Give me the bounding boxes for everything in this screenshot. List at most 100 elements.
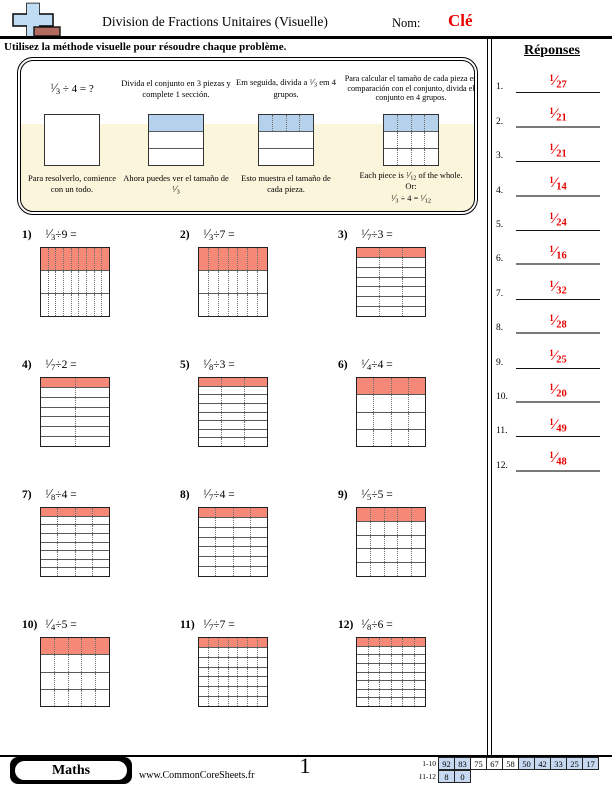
answer-number: 1. xyxy=(496,82,504,93)
example-panel-3: Em seguida, divida a 1⁄3 em 4 grupos. Es… xyxy=(234,65,338,207)
problem-expression: 1⁄3÷7 = xyxy=(203,226,235,242)
answer-number: 2. xyxy=(496,116,504,127)
score-row: 11-12 8 0 xyxy=(407,770,599,783)
name-label: Nom: xyxy=(392,16,421,30)
fraction-grid xyxy=(40,507,110,577)
fraction-grid xyxy=(356,377,426,447)
example-step-2: Divida el conjunto en 3 piezas y complet… xyxy=(121,78,231,99)
score-row-label: 1-10 xyxy=(422,759,436,768)
answer-blank: 1⁄14 xyxy=(516,174,600,197)
score-cell: 92 xyxy=(438,757,455,770)
fraction-grid xyxy=(40,637,110,707)
fraction-grid xyxy=(198,507,268,577)
answer-item: 4. 1⁄14 xyxy=(492,162,612,197)
problem-number: 10) xyxy=(22,619,38,631)
fraction-grid xyxy=(40,377,110,447)
score-table: 1-10 92 83 75 67 58 50 42 33 25 17 11-12 8 0 xyxy=(407,757,599,783)
fraction-grid xyxy=(356,507,426,577)
problem-number: 4) xyxy=(22,359,32,371)
problem-number: 12) xyxy=(338,619,354,631)
answer-fraction: 1⁄49 xyxy=(549,416,567,435)
problem-number: 3) xyxy=(338,229,348,241)
example-caption-3: Esto muestra el tamaño de cada pieza. xyxy=(241,173,331,194)
example-step-3: Em seguida, divida a 1⁄3 em 4 grupos. xyxy=(236,77,336,100)
problem: 10) 1⁄4÷5 = xyxy=(20,612,178,742)
answer-fraction: 1⁄14 xyxy=(549,175,567,193)
answer-item: 1. 1⁄27 xyxy=(492,59,612,94)
problem: 3) 1⁄7÷3 = xyxy=(336,222,487,352)
score-cell: 8 xyxy=(438,770,455,783)
main-column: Utilisez la méthode visuelle pour résoud… xyxy=(0,39,487,756)
footer-divider xyxy=(0,755,612,757)
answer-fraction: 1⁄32 xyxy=(549,279,567,297)
answer-key-badge: Clé xyxy=(448,11,473,30)
answer-blank: 1⁄48 xyxy=(516,449,600,472)
problem-expression: 1⁄8÷6 = xyxy=(361,616,393,632)
answer-blank: 1⁄49 xyxy=(516,416,600,438)
plus-math-logo-icon xyxy=(12,2,61,38)
answer-fraction: 1⁄16 xyxy=(549,244,567,262)
answers-divider xyxy=(487,39,492,756)
answer-item: 2. 1⁄21 xyxy=(492,93,612,128)
answer-blank: 1⁄21 xyxy=(516,141,600,163)
problem: 6) 1⁄4÷4 = xyxy=(336,352,487,482)
answer-fraction: 1⁄28 xyxy=(549,312,567,331)
problem-number: 7) xyxy=(22,489,32,501)
example-step-4: Para calcular el tamaño de cada pieza en… xyxy=(344,73,475,103)
example-caption-4: Each piece is 1⁄12 of the whole. Or: 1⁄3… xyxy=(359,170,463,204)
answer-item: 10. 1⁄20 xyxy=(492,369,612,403)
answer-item: 11. 1⁄49 xyxy=(492,403,612,438)
score-row-label: 11-12 xyxy=(418,772,436,781)
example-panel-2: Divida el conjunto en 3 piezas y complet… xyxy=(120,65,232,207)
problem-expression: 1⁄7÷4 = xyxy=(203,486,235,502)
answer-blank: 1⁄20 xyxy=(516,381,600,403)
answer-item: 6. 1⁄16 xyxy=(492,231,612,266)
answer-blank: 1⁄32 xyxy=(516,278,600,300)
answer-number: 5. xyxy=(496,219,504,230)
answer-fraction: 1⁄27 xyxy=(549,73,567,91)
answer-fraction: 1⁄24 xyxy=(549,210,567,228)
problem-expression: 1⁄5÷5 = xyxy=(361,486,393,502)
answer-blank: 1⁄21 xyxy=(516,105,600,128)
answer-number: 7. xyxy=(496,288,504,299)
problem-expression: 1⁄8÷3 = xyxy=(203,356,235,372)
problem-expression: 1⁄4÷5 = xyxy=(45,616,77,632)
answer-fraction: 1⁄48 xyxy=(549,450,567,468)
score-cell: 25 xyxy=(566,757,583,770)
problem: 9) 1⁄5÷5 = xyxy=(336,482,487,612)
answer-number: 9. xyxy=(496,357,504,368)
answer-item: 7. 1⁄32 xyxy=(492,265,612,300)
answer-number: 3. xyxy=(496,151,504,162)
answer-fraction: 1⁄20 xyxy=(549,381,567,399)
example-panel-1: 1⁄3 ÷ 4 = ? Para resolverlo, comience co… xyxy=(26,65,118,207)
answer-blank: 1⁄24 xyxy=(516,210,600,231)
answer-number: 12. xyxy=(496,460,508,471)
fraction-grid xyxy=(198,377,268,447)
answers-title: Réponses xyxy=(523,43,580,58)
problem-number: 5) xyxy=(180,359,190,371)
problem-expression: 1⁄7÷2 = xyxy=(45,356,77,372)
problem: 12) 1⁄8÷6 = xyxy=(336,612,487,742)
answer-item: 12. 1⁄48 xyxy=(492,437,612,472)
example-box: 1⁄3 ÷ 4 = ? Para resolverlo, comience co… xyxy=(17,57,478,215)
answer-number: 4. xyxy=(496,185,504,196)
answer-number: 10. xyxy=(496,391,508,402)
example-caption-2: Ahora puedes ver el tamaño de 1⁄3 xyxy=(123,173,229,195)
score-cell: 42 xyxy=(534,757,551,770)
answer-item: 5. 1⁄24 xyxy=(492,197,612,231)
problem-expression: 1⁄8÷4 = xyxy=(45,486,77,502)
answer-blank: 1⁄28 xyxy=(516,312,600,335)
page-title: Division de Fractions Unitaires (Visuell… xyxy=(102,14,328,29)
answer-item: 8. 1⁄28 xyxy=(492,300,612,335)
example-square-2 xyxy=(148,114,204,166)
answers-column: Réponses 1. 1⁄27 2. 1⁄21 3. 1⁄21 4. 1⁄14… xyxy=(492,39,612,756)
problem-expression: 1⁄3÷9 = xyxy=(45,226,77,242)
page-number: 1 xyxy=(299,753,311,778)
score-cell: 0 xyxy=(454,770,471,783)
answer-number: 8. xyxy=(496,323,504,334)
worksheet-instruction: Utilisez la méthode visuelle pour résoud… xyxy=(4,41,287,53)
score-cell: 33 xyxy=(550,757,567,770)
maths-logo: Maths xyxy=(10,757,132,784)
problem: 7) 1⁄8÷4 = xyxy=(20,482,178,612)
fraction-grid xyxy=(356,637,426,707)
